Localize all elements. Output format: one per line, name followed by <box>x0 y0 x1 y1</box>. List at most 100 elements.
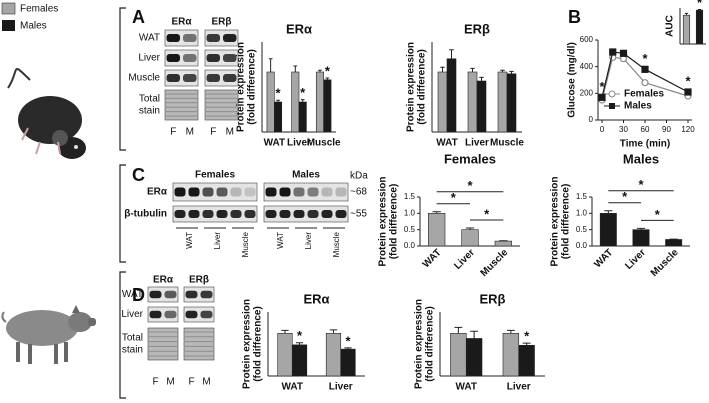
legend-label: Females <box>624 89 664 100</box>
x-tick-label: WAT <box>436 138 457 149</box>
error-bar <box>325 77 330 80</box>
bar <box>599 213 617 247</box>
y-tick-label: 1.5 <box>576 192 588 201</box>
bar <box>277 333 293 377</box>
lane-label: F <box>170 127 176 138</box>
y-axis-label: Protein expression <box>242 299 253 389</box>
error-bar <box>470 330 479 339</box>
blot-band <box>206 34 220 42</box>
y-tick-label: 0.5 <box>404 225 416 234</box>
chart-title: ERβ <box>464 21 490 36</box>
y-tick-label: 200 <box>580 88 594 97</box>
blot-band <box>279 210 291 218</box>
x-tick-label: Liver <box>507 382 531 393</box>
y-tick-label: 0.0 <box>576 241 588 250</box>
y-tick-label: 1.0 <box>404 208 416 217</box>
blot <box>164 89 199 121</box>
lane-label: WAT <box>185 232 194 249</box>
y-axis-label: (fold difference) <box>561 184 572 260</box>
y-axis-label: Protein expression <box>406 42 417 132</box>
legend-swatch <box>1 2 16 15</box>
legend-marker <box>609 103 615 109</box>
panel-bracket <box>119 7 126 399</box>
blot <box>204 89 239 121</box>
blot-band <box>206 54 220 62</box>
y-axis-label: Protein expression <box>378 176 389 266</box>
blot-band <box>335 187 347 197</box>
y-tick-label: 400 <box>580 62 594 71</box>
error-bar <box>470 67 475 72</box>
blot-band <box>164 310 177 319</box>
blot-band <box>230 210 242 218</box>
blot-band <box>149 290 162 299</box>
blot-band <box>279 187 291 197</box>
blot-row-label: Total <box>139 94 160 105</box>
lane-label: F <box>188 377 194 388</box>
significance-marker: * <box>345 333 351 348</box>
blot-row-label: β-tubulin <box>124 209 167 220</box>
bar <box>323 79 332 133</box>
x-tick-label: WAT <box>282 382 303 393</box>
x-tick-label: Liver <box>287 138 311 149</box>
error-bar <box>509 70 514 74</box>
y-axis-label: (fold difference) <box>425 306 436 382</box>
blot <box>172 205 258 223</box>
lane-label: M <box>166 377 174 388</box>
x-tick-label: Liver <box>329 382 353 393</box>
lane-label: Liver <box>213 232 222 250</box>
blot-band <box>244 187 256 197</box>
x-tick-label: 60 <box>641 125 650 134</box>
blot-row-label: ERα <box>147 187 168 198</box>
blot-band <box>307 187 319 197</box>
panel-letter: D <box>132 285 145 305</box>
bar <box>506 73 517 133</box>
error-bar <box>465 227 475 230</box>
error-bar <box>604 210 613 214</box>
mouse-illustration <box>7 68 86 159</box>
error-bar <box>440 66 445 72</box>
blot-band <box>223 34 237 42</box>
bar <box>446 58 457 133</box>
blot-band <box>216 210 228 218</box>
blot-band <box>265 187 277 197</box>
y-axis-label: (fold difference) <box>253 306 264 382</box>
blot-band <box>202 187 214 197</box>
error-bar <box>300 99 305 102</box>
blot <box>172 182 258 202</box>
blot-band <box>166 54 180 62</box>
blot-band <box>188 187 200 197</box>
error-bar <box>329 329 338 334</box>
bar <box>467 71 478 133</box>
bar <box>291 344 308 377</box>
blot-group-label: Males <box>292 170 320 181</box>
legend-swatch <box>2 20 15 31</box>
bar <box>437 71 448 133</box>
bar <box>665 239 683 247</box>
blot-band <box>223 74 237 82</box>
blot-band <box>166 74 180 82</box>
chart-title: ERα <box>286 21 312 36</box>
bar <box>340 348 356 377</box>
bar <box>632 229 650 247</box>
lane-label: M <box>226 127 234 138</box>
chart-title: Males <box>623 151 659 166</box>
y-axis-label: AUC <box>665 15 676 37</box>
blot-target-label: ERβ <box>189 275 209 286</box>
x-axis-label: Time (min) <box>620 139 670 150</box>
x-tick-label: Muscle <box>490 138 524 149</box>
error-bar <box>500 69 505 72</box>
kda-label: kDa <box>350 171 368 182</box>
y-tick-label: 0.0 <box>404 241 416 250</box>
error-bar <box>318 69 322 72</box>
lane-label: F <box>152 377 158 388</box>
panel-letter: C <box>132 165 145 185</box>
blot-band <box>216 187 228 197</box>
blot-band <box>307 210 319 218</box>
error-bar <box>522 342 531 346</box>
blot-band <box>265 210 277 218</box>
error-bar <box>449 49 454 59</box>
significance-marker: * <box>297 328 303 343</box>
blot <box>147 327 179 361</box>
